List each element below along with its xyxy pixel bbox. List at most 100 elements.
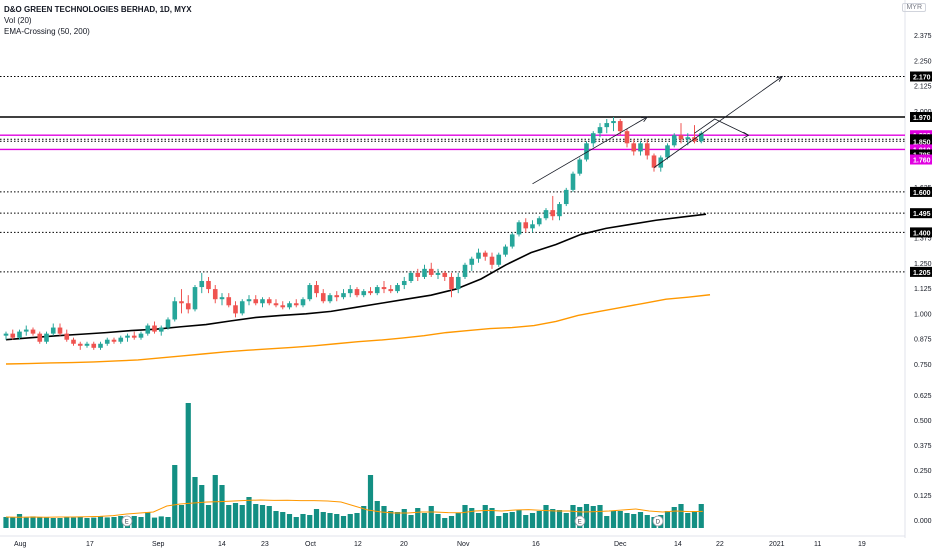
candle-body bbox=[165, 319, 171, 328]
ema-crossing-marker bbox=[652, 515, 664, 527]
candle-body bbox=[563, 189, 569, 205]
volume-bar bbox=[428, 506, 434, 528]
volume-indicator-label[interactable]: Vol (20) bbox=[4, 16, 32, 25]
volume-bar bbox=[57, 518, 63, 528]
time-tick-label: 11 bbox=[814, 541, 821, 548]
volume-bar bbox=[415, 508, 421, 528]
candle-body bbox=[3, 333, 9, 336]
price-tick-label: 0.125 bbox=[914, 493, 932, 500]
volume-bar bbox=[516, 510, 522, 528]
volume-bar bbox=[185, 403, 191, 528]
candle-body bbox=[584, 143, 589, 160]
volume-bar bbox=[70, 517, 77, 528]
price-tick-label: 2.125 bbox=[914, 84, 932, 91]
candle-body bbox=[422, 268, 427, 277]
candle-body bbox=[17, 331, 22, 338]
price-level-label: 1.600 bbox=[913, 190, 931, 197]
ema-crossing-marker-label: E bbox=[578, 520, 582, 526]
volume-bar bbox=[394, 512, 401, 528]
volume-bar bbox=[16, 514, 23, 528]
candle-body bbox=[44, 333, 49, 342]
volume-bar bbox=[469, 508, 475, 528]
volume-bar bbox=[199, 485, 205, 528]
time-tick-label: 17 bbox=[86, 541, 94, 548]
candle-body bbox=[320, 293, 326, 302]
volume-bar bbox=[637, 512, 644, 528]
chart-title: D&O GREEN TECHNOLOGIES BERHAD, 1D, MYX bbox=[4, 5, 192, 14]
candle-body bbox=[671, 135, 677, 146]
candle-body bbox=[239, 301, 245, 314]
volume-bar bbox=[293, 517, 299, 528]
volume-bar bbox=[408, 515, 414, 528]
volume-bar bbox=[496, 516, 502, 528]
trend-arrow-head bbox=[776, 75, 784, 82]
volume-bar bbox=[678, 504, 684, 528]
volume-bar bbox=[118, 516, 124, 528]
volume-bar bbox=[550, 509, 556, 528]
volume-bar bbox=[671, 507, 677, 528]
volume-bar bbox=[354, 513, 360, 528]
candle-body bbox=[408, 272, 414, 281]
volume-bar bbox=[435, 514, 441, 528]
candle-body bbox=[23, 329, 29, 332]
candle-body bbox=[138, 333, 144, 338]
candle-body bbox=[158, 327, 164, 332]
volume-bar bbox=[604, 516, 610, 528]
candle-body bbox=[84, 343, 90, 346]
price-tick-label: 2.375 bbox=[914, 33, 932, 40]
candle-body bbox=[233, 305, 238, 314]
candle-body bbox=[604, 123, 610, 128]
candle-body bbox=[368, 291, 373, 294]
volume-bar bbox=[104, 517, 110, 528]
candle-body bbox=[482, 252, 488, 257]
candle-body bbox=[253, 299, 259, 304]
volume-bar bbox=[37, 517, 43, 528]
candle-body bbox=[37, 333, 43, 342]
currency-badge[interactable]: MYR bbox=[902, 3, 926, 12]
trend-arrow-head bbox=[641, 116, 649, 123]
volume-bar bbox=[280, 512, 286, 528]
ema-indicator-label[interactable]: EMA-Crossing (50, 200) bbox=[4, 27, 90, 36]
candle-body bbox=[543, 210, 549, 219]
candle-body bbox=[219, 297, 225, 300]
volume-bar bbox=[205, 505, 212, 528]
volume-bar bbox=[523, 515, 529, 528]
volume-bar bbox=[691, 511, 698, 528]
candle-body bbox=[462, 264, 468, 277]
candle-body bbox=[455, 276, 461, 290]
volume-bar bbox=[43, 517, 50, 528]
volume-bar bbox=[442, 518, 448, 528]
price-level-label: 1.850 bbox=[913, 139, 931, 146]
volume-bar bbox=[421, 513, 428, 528]
volume-bar bbox=[327, 513, 333, 528]
price-level-label: 1.760 bbox=[913, 158, 931, 165]
price-tick-label: 0.250 bbox=[914, 468, 932, 475]
price-tick-label: 1.125 bbox=[914, 286, 932, 293]
volume-bar bbox=[307, 515, 313, 528]
volume-bar bbox=[313, 509, 320, 528]
price-tick-label: 2.250 bbox=[914, 58, 932, 65]
volume-bar bbox=[158, 516, 164, 528]
candle-body bbox=[530, 224, 535, 229]
volume-bar bbox=[111, 517, 117, 528]
candle-body bbox=[388, 289, 394, 292]
volume-bar bbox=[367, 475, 374, 528]
candle-body bbox=[523, 222, 529, 229]
trend-arrow-line bbox=[653, 76, 783, 168]
volume-bar bbox=[529, 513, 536, 528]
candle-body bbox=[678, 135, 684, 140]
price-level-badge bbox=[910, 186, 932, 197]
volume-bar bbox=[590, 506, 596, 528]
ema-crossing-marker-label: D bbox=[656, 520, 661, 526]
price-tick-label: 0.750 bbox=[914, 362, 932, 369]
time-tick-label: 22 bbox=[716, 541, 724, 548]
candle-body bbox=[77, 343, 83, 346]
candle-body bbox=[509, 234, 515, 247]
candle-body bbox=[71, 339, 76, 344]
volume-bar bbox=[455, 513, 461, 528]
volume-bar bbox=[617, 511, 623, 528]
volume-bar bbox=[340, 516, 347, 528]
candle-body bbox=[536, 218, 542, 225]
